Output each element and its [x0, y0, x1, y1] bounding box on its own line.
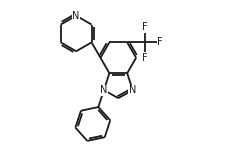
Text: F: F	[142, 22, 147, 32]
Text: F: F	[157, 37, 162, 47]
Text: N: N	[72, 11, 79, 21]
Text: N: N	[100, 85, 107, 95]
Text: F: F	[142, 52, 147, 63]
Text: N: N	[128, 85, 136, 95]
